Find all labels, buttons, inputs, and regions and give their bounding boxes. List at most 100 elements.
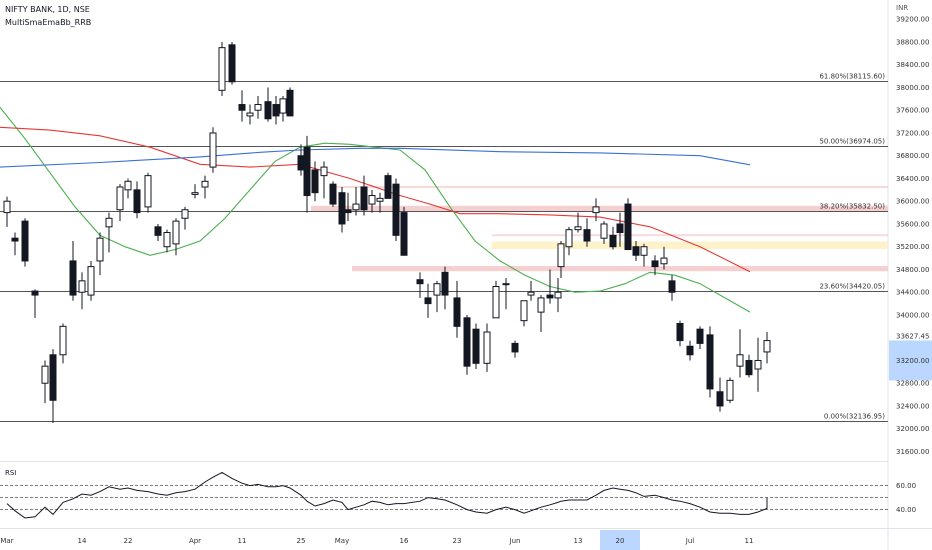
candle-body <box>441 271 449 296</box>
candle-body <box>472 328 480 364</box>
candle-body <box>463 317 471 367</box>
time-tick-label: 25 <box>297 537 306 545</box>
candle-body <box>154 226 162 236</box>
candle-body <box>124 180 132 191</box>
candle-body <box>41 365 49 384</box>
zone-band-4 <box>352 266 888 272</box>
candle-body <box>21 220 29 262</box>
candle-body <box>360 186 368 211</box>
candle-body <box>726 379 734 401</box>
candle-body <box>376 197 384 202</box>
fib-label-1: 50.00%(36974.05) <box>819 138 885 146</box>
price-tick-label: 37600.00 <box>896 107 929 115</box>
indicator-label[interactable]: MultiSmaEmaBb_RRB <box>5 18 92 27</box>
ma-line-ema50 <box>0 126 751 273</box>
candle-body <box>763 340 771 353</box>
price-tick-label: 38000.00 <box>896 84 929 92</box>
price-tick-label: 35600.00 <box>896 220 929 228</box>
time-tick-label: 11 <box>745 537 754 545</box>
candle-body <box>311 169 319 194</box>
candle-body <box>286 89 294 117</box>
candle-body <box>31 290 39 296</box>
rsi-label: RSI <box>5 469 16 477</box>
candle-body <box>592 206 600 214</box>
price-tick-label: 38400.00 <box>896 61 929 69</box>
candle-body <box>754 359 762 370</box>
candle-body <box>502 283 510 286</box>
candle-body <box>264 101 272 120</box>
candle-body <box>272 104 280 117</box>
candle-body <box>116 186 124 211</box>
price-tick-label: 36800.00 <box>896 152 929 160</box>
candle-body <box>527 291 535 296</box>
price-tick-label: 39200.00 <box>896 16 929 24</box>
time-tick-label: 23 <box>453 537 462 545</box>
time-tick-label: 16 <box>400 537 409 545</box>
candle-body <box>686 345 694 356</box>
time-tick-label: 14 <box>78 537 87 545</box>
candle-body <box>511 342 519 353</box>
time-tick-label: Jun <box>509 537 521 545</box>
candle-body <box>492 286 500 319</box>
candle-body <box>191 192 199 195</box>
candle-body <box>651 260 659 268</box>
price-tick-label: 32000.00 <box>896 425 929 433</box>
candle-body <box>632 246 640 256</box>
candle-body <box>105 217 113 228</box>
candle-body <box>668 280 676 293</box>
candle-body <box>574 226 582 231</box>
candle-body <box>392 183 400 236</box>
candle-body <box>228 44 236 83</box>
candle-body <box>546 294 554 299</box>
candle-body <box>640 246 648 256</box>
candle-body <box>344 209 352 214</box>
candle-body <box>368 195 376 205</box>
price-tick-label: 37200.00 <box>896 129 929 137</box>
time-tick-label: Mar <box>0 537 13 545</box>
candle-body <box>616 223 624 233</box>
ma-line-sma20 <box>0 107 751 313</box>
time-highlight <box>600 530 640 550</box>
candle-body <box>144 175 152 208</box>
candle-body <box>565 229 573 248</box>
candle-body <box>59 325 67 356</box>
symbol-title[interactable]: NIFTY BANK, 1D, NSE <box>5 5 90 14</box>
time-tick-label: 22 <box>124 537 133 545</box>
time-tick-label: Apr <box>189 537 201 545</box>
candle-body <box>706 334 714 390</box>
candle-body <box>660 257 668 265</box>
candle-body <box>554 291 562 299</box>
candle-body <box>329 183 337 205</box>
candle-body <box>624 203 632 251</box>
candle-body <box>246 112 254 117</box>
candle-body <box>69 260 77 296</box>
candle-body <box>3 200 11 214</box>
candle-body <box>600 223 608 239</box>
candle-body <box>736 354 744 367</box>
candle-body <box>483 331 491 364</box>
candle-body <box>172 220 180 245</box>
price-tick-label: 34000.00 <box>896 311 929 319</box>
candle-body <box>209 132 217 168</box>
candle-body <box>696 328 704 344</box>
candle-body <box>352 203 360 211</box>
candle-body <box>78 280 86 293</box>
candle-body <box>96 237 104 262</box>
candle-body <box>201 180 209 188</box>
current-price-badge <box>889 340 932 381</box>
fib-label-0: 61.80%(38115.60) <box>819 73 885 81</box>
candle-body <box>557 243 565 268</box>
candle-body <box>416 279 424 285</box>
candles-group <box>3 41 771 424</box>
candle-body <box>609 234 617 248</box>
zone-band-2 <box>492 234 888 237</box>
fib-label-4: 0.00%(32136.95) <box>824 413 885 421</box>
candle-body <box>583 229 591 242</box>
time-tick-label: May <box>335 537 349 545</box>
price-tick-label: 35200.00 <box>896 243 929 251</box>
candle-body <box>424 297 432 305</box>
candle-body <box>181 209 189 219</box>
time-tick-label: 13 <box>574 537 583 545</box>
